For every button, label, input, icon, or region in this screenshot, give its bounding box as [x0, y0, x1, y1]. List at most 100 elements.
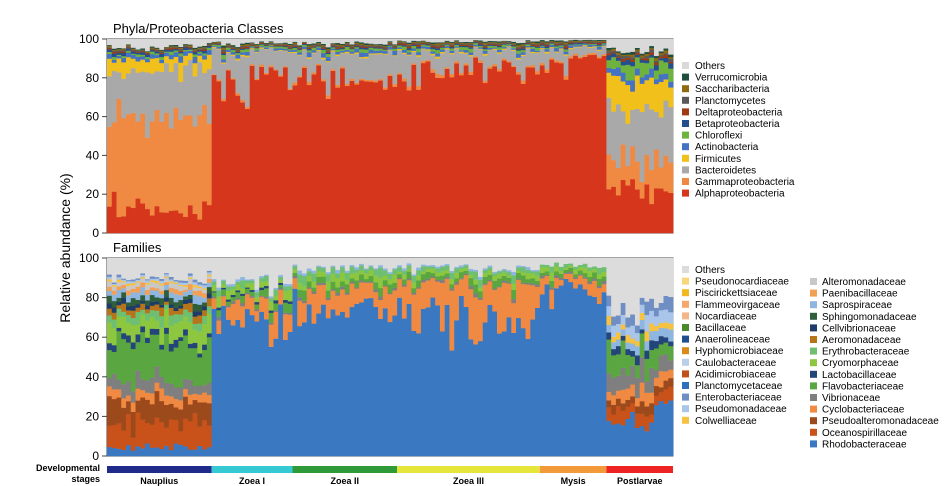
bar-segment-rhodobacteraceae: [506, 317, 512, 457]
bar-segment-sphingomonadaceae: [206, 286, 213, 294]
bar-segment-verrucomicrobia: [392, 44, 398, 46]
bar-segment-vibrionaceae: [187, 379, 194, 395]
bar-segment-betaproteobacteria: [592, 43, 598, 45]
bar-segment-deltaproteobacteria: [397, 42, 403, 45]
bar-segment-vibrionaceae: [653, 369, 660, 378]
bar-segment-gammaproteobacteria: [178, 119, 184, 214]
bar-segment-lactobacillaceae: [249, 289, 255, 292]
bar-segment-others: [573, 258, 579, 267]
bar-segment-alphaproteobacteria: [420, 63, 427, 234]
bar-segment-flavobacteriaceae: [192, 348, 198, 387]
bar-segment-chloroflexi: [530, 46, 536, 49]
bar-segment-alphaproteobacteria: [573, 55, 579, 234]
bar-segment-cyclobacteriaceae: [235, 299, 241, 320]
bar-segment-gammaproteobacteria: [216, 79, 222, 82]
bar-segment-planctomycetes: [168, 47, 174, 49]
bar-segment-gammaproteobacteria: [149, 121, 155, 216]
bar-segment-firmicutes: [382, 53, 389, 55]
bar-segment-planctomycetes: [263, 44, 270, 46]
bar-segment-bacteroidetes: [159, 71, 165, 122]
bar-segment-betaproteobacteria: [435, 48, 441, 51]
bar-segment-oceanospirillaceae: [192, 413, 198, 450]
bar-segment-chloroflexi: [107, 51, 113, 55]
bar-segment-cyclobacteriaceae: [420, 282, 427, 309]
bar-segment-vibrionaceae: [116, 379, 122, 390]
bar-segment-others: [268, 39, 274, 42]
bar-segment-alphaproteobacteria: [430, 72, 436, 234]
bar-segment-deltaproteobacteria: [297, 48, 303, 50]
bar-segment-saccharibacteria: [235, 48, 241, 50]
bar-segment-others: [330, 39, 336, 44]
bar-segment-chloroflexi: [335, 49, 341, 52]
bar-segment-chloroflexi: [397, 45, 403, 48]
bar-segment-cryomorphaceae: [240, 287, 246, 294]
bar-segment-deltaproteobacteria: [401, 43, 408, 46]
bar-segment-verrucomicrobia: [140, 48, 146, 50]
bar-segment-betaproteobacteria: [235, 51, 241, 54]
bar-segment-others: [354, 258, 360, 268]
bar-segment-planctomycetes: [435, 45, 441, 47]
bar-segment-vibrionaceae: [235, 297, 241, 300]
bar-segment-planctomycetes: [111, 50, 117, 53]
bar-segment-saprospiraceae: [278, 274, 284, 278]
bar-segment-chloroflexi: [406, 49, 412, 53]
bar-segment-planctomycetes: [568, 41, 574, 43]
bar-segment-firmicutes: [206, 54, 213, 70]
bar-segment-actinobacteria: [539, 46, 545, 49]
bar-segment-cryomorphaceae: [530, 273, 536, 279]
bar-segment-firmicutes: [420, 48, 427, 50]
bar-segment-saprospiraceae: [178, 295, 184, 301]
bar-segment-enterobacteriaceae: [615, 315, 622, 324]
bar-segment-actinobacteria: [107, 53, 113, 59]
bar-segment-cryomorphaceae: [230, 289, 236, 295]
bar-segment-gammaproteobacteria: [554, 60, 560, 63]
bar-segment-bacteroidetes: [649, 109, 655, 171]
bar-segment-others: [558, 258, 565, 267]
bar-segment-others: [349, 258, 355, 265]
bar-segment-erythrobacteraceae: [520, 267, 526, 273]
bar-segment-deltaproteobacteria: [325, 51, 331, 53]
bar-segment-gammaproteobacteria: [183, 115, 189, 218]
bar-segment-others: [306, 258, 312, 269]
bar-segment-others: [582, 39, 588, 40]
bar-segment-betaproteobacteria: [477, 44, 484, 46]
bar-segment-saprospiraceae: [458, 265, 465, 268]
bar-segment-verrucomicrobia: [406, 42, 412, 44]
bar-segment-bacteroidetes: [387, 49, 393, 75]
bar-segment-actinobacteria: [221, 59, 227, 63]
bar-segment-colwelliaceae: [668, 323, 674, 330]
bar-segment-planctomycetes: [121, 50, 127, 53]
y-axis-label: Relative abundance (%): [57, 173, 73, 322]
bar-segment-alphaproteobacteria: [302, 67, 308, 234]
bar-segment-lactobacillaceae: [244, 287, 251, 289]
bar-segment-chloroflexi: [164, 51, 170, 53]
bar-segment-betaproteobacteria: [577, 42, 584, 45]
bar-segment-gammaproteobacteria: [335, 84, 341, 88]
legend-swatch: [810, 428, 817, 436]
bar-segment-chloroflexi: [159, 56, 165, 60]
bar-segment-cyclobacteriaceae: [116, 389, 122, 398]
bar-segment-actinobacteria: [615, 67, 622, 77]
bar-segment-enterobacteriaceae: [121, 278, 127, 280]
bar-segment-cyclobacteriaceae: [197, 394, 203, 403]
bar-segment-alphaproteobacteria: [487, 68, 493, 234]
bar-segment-saccharibacteria: [592, 41, 598, 43]
bar-segment-betaproteobacteria: [254, 47, 260, 49]
bar-segment-firmicutes: [525, 47, 531, 49]
bar-segment-sphingomonadaceae: [202, 302, 208, 307]
bar-segment-oceanospirillaceae: [116, 423, 122, 449]
bar-segment-firmicutes: [197, 55, 203, 63]
bar-segment-verrucomicrobia: [573, 39, 579, 41]
bar-segment-enterobacteriaceae: [135, 278, 141, 280]
bar-segment-vibrionaceae: [368, 281, 374, 283]
bar-segment-deltaproteobacteria: [268, 43, 274, 45]
bar-segment-cryomorphaceae: [520, 272, 526, 276]
bar-segment-aeromonadaceae: [192, 316, 198, 324]
bar-segment-saprospiraceae: [368, 265, 374, 267]
bar-segment-cryomorphaceae: [107, 322, 113, 344]
bar-segment-pseudoalteromonadaceae: [644, 406, 650, 417]
bar-segment-actinobacteria: [454, 46, 460, 48]
bar-segment-gammaproteobacteria: [406, 86, 412, 91]
bar-segment-actinobacteria: [259, 46, 265, 48]
bar-segment-gammaproteobacteria: [606, 154, 612, 190]
